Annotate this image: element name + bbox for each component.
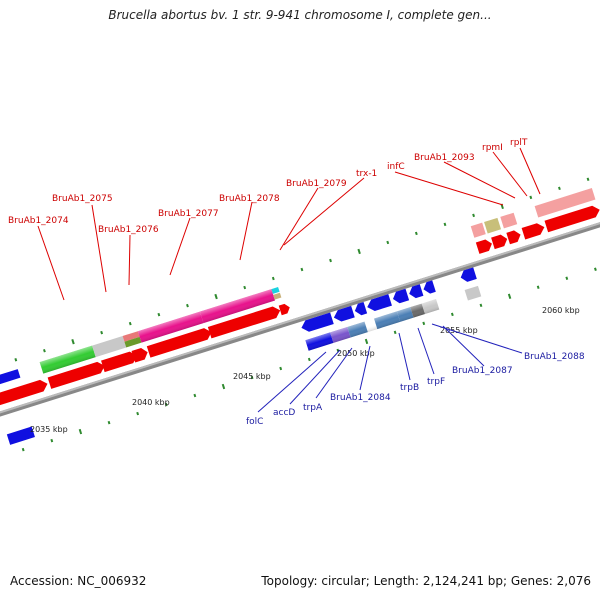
lower-gene-label-texts: folC accD trpA BruAb1_2084 trpB trpF Bru… <box>246 352 585 427</box>
gene-bruab1-2076[interactable] <box>92 336 127 358</box>
gene-label-rplt: rplT <box>510 138 528 148</box>
gene-bruab1-2076b[interactable] <box>122 331 140 342</box>
upper-gene-labels <box>37 147 541 301</box>
tick-marks-lower <box>21 267 597 452</box>
gene-label-trx-1: trx-1 <box>356 169 377 179</box>
gene-arrow-fwd-1[interactable] <box>0 378 49 406</box>
lower-gene-track <box>6 285 482 445</box>
gene-label-bruab1-2074: BruAb1_2074 <box>8 216 69 226</box>
gene-arrow-rev-2088[interactable] <box>459 267 477 283</box>
gene-label-bruab1-2075: BruAb1_2075 <box>52 194 113 204</box>
gene-arrow-fwd-11[interactable] <box>521 221 547 240</box>
scale-label: 2035 kbp <box>30 425 68 434</box>
scale-label: 2055 kbp <box>440 326 478 335</box>
gene-arrow-fwd-6[interactable] <box>207 305 282 339</box>
gene-label-accd: accD <box>273 408 295 418</box>
gene-bruab1-2079[interactable] <box>271 286 280 294</box>
gene-label-bruab1-2093: BruAb1_2093 <box>414 153 475 163</box>
gene-arrow-rev-trpa[interactable] <box>353 301 368 317</box>
gene-label-bruab1-2079: BruAb1_2079 <box>286 179 347 189</box>
lower-gene-labels <box>257 323 523 413</box>
gene-label-bruab1-2084: BruAb1_2084 <box>330 393 391 403</box>
gene-label-bruab1-2088: BruAb1_2088 <box>524 352 585 362</box>
gene-label-rpmi: rpmI <box>482 143 503 153</box>
accession-label: Accession: NC_006932 <box>10 574 147 588</box>
gene-label-trpf: trpF <box>427 377 445 387</box>
gene-arrow-fwd-10[interactable] <box>506 229 522 245</box>
tick-marks-upper <box>14 177 590 362</box>
gene-label-bruab1-2078: BruAb1_2078 <box>219 194 280 204</box>
scale-labels: 2035 kbp 2040 kbp 2045 kbp 2050 kbp 2055… <box>30 306 580 434</box>
reverse-strand-genes <box>300 267 477 334</box>
gene-arrow-rev-trpf[interactable] <box>407 284 424 299</box>
gene-arrow-rev-2084[interactable] <box>365 294 392 313</box>
gene-bruab1-2093[interactable] <box>500 212 518 229</box>
gene-arrow-fwd-3[interactable] <box>101 350 139 373</box>
gene-label-trpb: trpB <box>400 383 419 393</box>
upper-gene-label-texts: BruAb1_2074 BruAb1_2075 BruAb1_2076 BruA… <box>8 138 528 235</box>
scale-label: 2045 kbp <box>233 372 271 381</box>
gene-infc[interactable] <box>484 217 502 234</box>
scale-label: 2040 kbp <box>132 398 170 407</box>
map-title: Brucella abortus bv. 1 str. 9-941 chromo… <box>108 8 492 22</box>
gene-bruab1-2074[interactable] <box>0 369 21 387</box>
gene-label-trpa: trpA <box>303 403 323 413</box>
upper-gene-track <box>0 188 596 387</box>
gene-label-bruab1-2087: BruAb1_2087 <box>452 366 513 376</box>
gene-arrow-rev-2087[interactable] <box>422 280 436 295</box>
gene-arrow-rev-trpb[interactable] <box>391 288 410 305</box>
scale-label: 2050 kbp <box>337 349 375 358</box>
scale-label: 2060 kbp <box>542 306 580 315</box>
gene-arrow-fwd-7[interactable] <box>278 303 292 316</box>
gene-arrow-fwd-2[interactable] <box>47 360 107 389</box>
gene-label-folc: folC <box>246 417 263 427</box>
gene-arrow-fwd-8[interactable] <box>475 238 494 254</box>
gene-arrow-fwd-5[interactable] <box>146 326 214 358</box>
gene-rplt[interactable] <box>534 188 596 218</box>
forward-strand-genes <box>0 204 600 406</box>
gene-label-bruab1-2077: BruAb1_2077 <box>158 209 219 219</box>
gene-arrow-fwd-4[interactable] <box>131 347 150 363</box>
gene-trx-1[interactable] <box>470 222 486 238</box>
gene-arrow-fwd-9[interactable] <box>491 233 509 250</box>
gene-arrow-fwd-12[interactable] <box>544 204 600 233</box>
gene-arrow-rev-folc[interactable] <box>300 312 334 334</box>
gene-arrow-rev-accd[interactable] <box>332 305 355 323</box>
gene-label-bruab1-2076: BruAb1_2076 <box>98 225 159 235</box>
genome-summary-label: Topology: circular; Length: 2,124,241 bp… <box>261 574 591 588</box>
gene-label-infc: infC <box>387 162 405 172</box>
